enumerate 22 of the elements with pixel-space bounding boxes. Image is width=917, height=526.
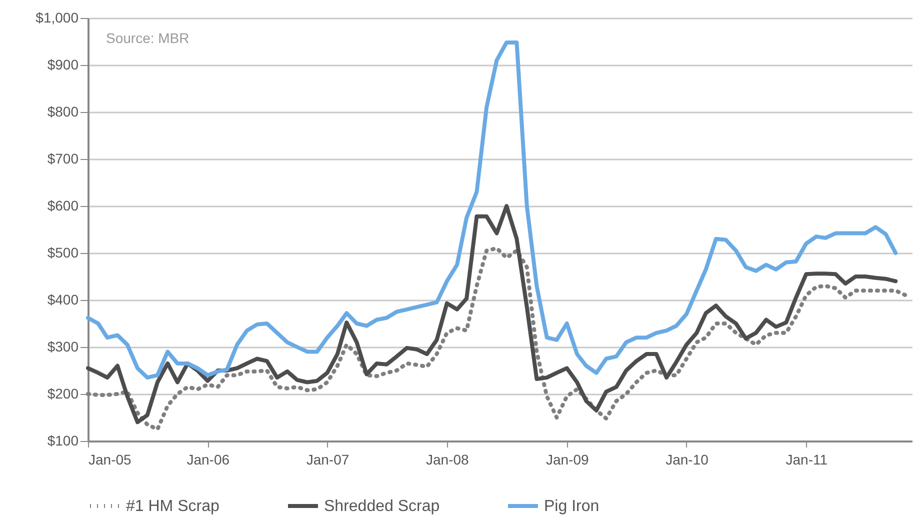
legend-label: #1 HM Scrap xyxy=(126,498,220,515)
legend-label: Pig Iron xyxy=(544,498,600,515)
x-tick-label: Jan-05 xyxy=(88,452,132,468)
x-tick-label: Jan-10 xyxy=(666,452,709,468)
y-tick-label: $900 xyxy=(47,56,79,72)
x-tick-label: Jan-07 xyxy=(306,452,350,468)
x-tick-label: Jan-11 xyxy=(786,452,828,468)
y-tick-label: $200 xyxy=(47,386,79,402)
y-tick-label: $300 xyxy=(47,338,79,354)
y-tick-label: $500 xyxy=(47,244,79,260)
line-series xyxy=(86,204,898,424)
y-tick-label: $1,000 xyxy=(36,10,79,26)
y-tick-label: $600 xyxy=(47,198,79,214)
x-tick-label: Jan-06 xyxy=(186,452,230,468)
x-tick-label: Jan-09 xyxy=(546,452,589,468)
annotation: Source: MBR xyxy=(106,30,190,46)
y-tick-label: $800 xyxy=(47,104,79,120)
y-tick-label: $100 xyxy=(47,432,79,448)
y-tick-label: $400 xyxy=(47,292,79,308)
legend-label: Shredded Scrap xyxy=(324,498,440,515)
x-tick-label: Jan-08 xyxy=(426,452,470,468)
y-tick-label: $700 xyxy=(47,150,79,166)
